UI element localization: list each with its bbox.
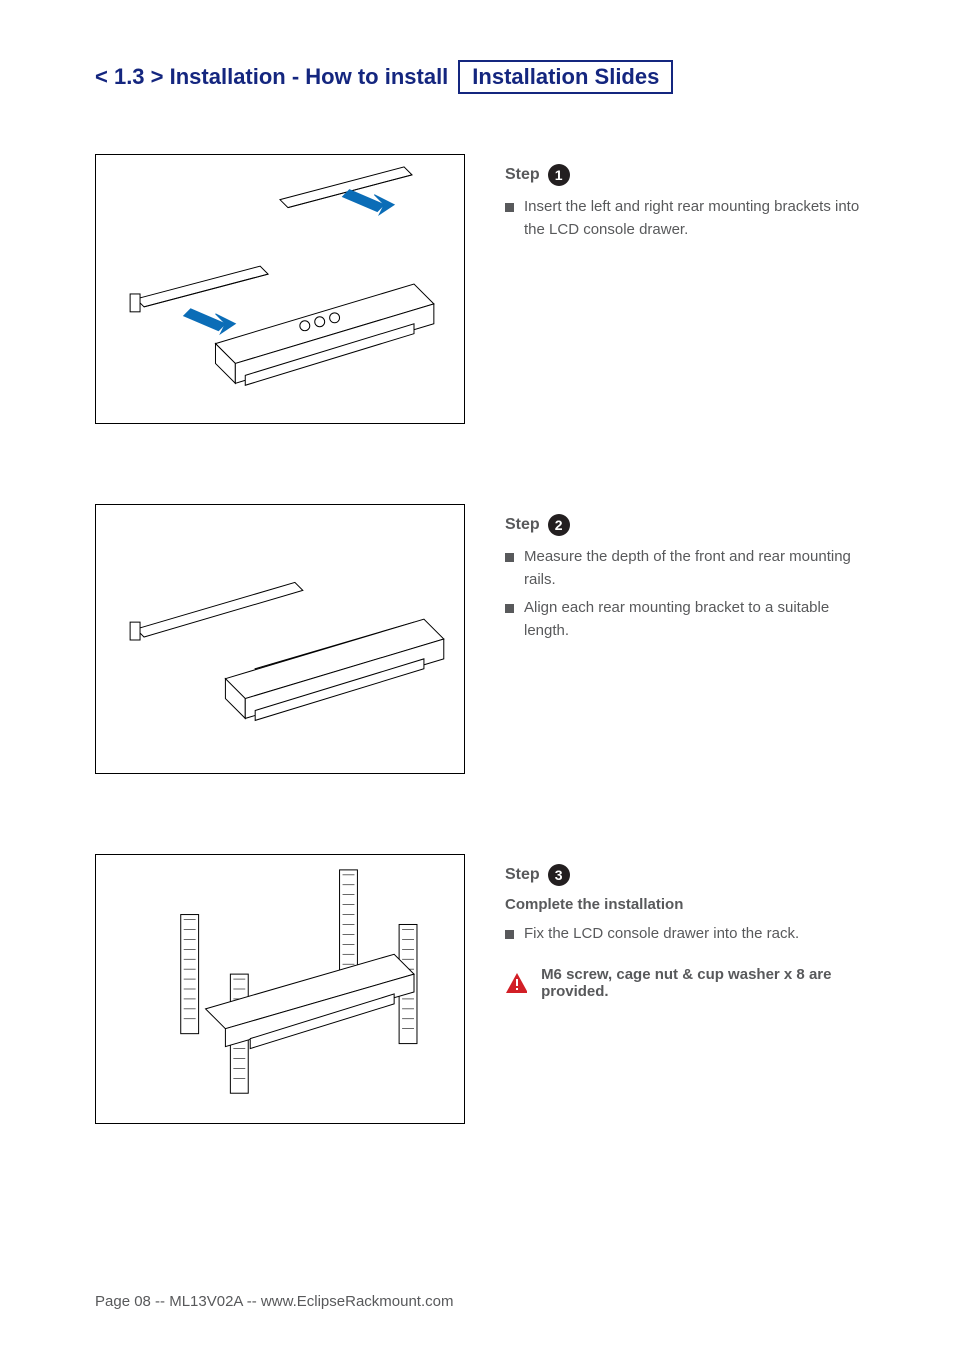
step-label: Step	[505, 166, 540, 184]
warning-icon	[505, 972, 527, 994]
step-3-figure	[95, 854, 465, 1124]
step-2-row: Step 2 Measure the depth of the front an…	[95, 504, 874, 774]
page-footer: Page 08 -- ML13V02A -- www.EclipseRackmo…	[95, 1293, 453, 1310]
list-item: Fix the LCD console drawer into the rack…	[505, 923, 874, 946]
step-badge-3: 3	[548, 864, 570, 886]
step-badge-1: 1	[548, 164, 570, 186]
bullet-text: Align each rear mounting bracket to a su…	[524, 597, 874, 642]
bullet-text: Insert the left and right rear mounting …	[524, 196, 874, 241]
step-label: Step	[505, 516, 540, 534]
step-3-diagram	[96, 855, 464, 1123]
bullet-icon	[505, 203, 514, 212]
bullet-icon	[505, 930, 514, 939]
bullet-icon	[505, 553, 514, 562]
step-3-subheading: Complete the installation	[505, 896, 874, 913]
heading-main: < 1.3 > Installation - How to install	[95, 64, 448, 90]
step-1-figure	[95, 154, 465, 424]
bullet-text: Measure the depth of the front and rear …	[524, 546, 874, 591]
step-2-diagram	[96, 505, 464, 773]
bullet-text: Fix the LCD console drawer into the rack…	[524, 923, 799, 946]
step-2-text: Step 2 Measure the depth of the front an…	[465, 504, 874, 648]
page-heading: < 1.3 > Installation - How to install In…	[95, 60, 874, 94]
step-1-row: Step 1 Insert the left and right rear mo…	[95, 154, 874, 424]
heading-boxed: Installation Slides	[458, 60, 673, 94]
step-label: Step	[505, 866, 540, 884]
warning-row: M6 screw, cage nut & cup washer x 8 are …	[505, 966, 874, 1000]
bullet-icon	[505, 604, 514, 613]
step-3-header: Step 3	[505, 864, 874, 886]
step-2-figure	[95, 504, 465, 774]
step-1-header: Step 1	[505, 164, 874, 186]
step-3-row: Step 3 Complete the installation Fix the…	[95, 854, 874, 1124]
step-1-bullets: Insert the left and right rear mounting …	[505, 196, 874, 241]
list-item: Insert the left and right rear mounting …	[505, 196, 874, 241]
step-2-bullets: Measure the depth of the front and rear …	[505, 546, 874, 642]
page: < 1.3 > Installation - How to install In…	[0, 0, 954, 1350]
step-1-text: Step 1 Insert the left and right rear mo…	[465, 154, 874, 247]
step-3-text: Step 3 Complete the installation Fix the…	[465, 854, 874, 1000]
list-item: Measure the depth of the front and rear …	[505, 546, 874, 591]
step-3-bullets: Fix the LCD console drawer into the rack…	[505, 923, 874, 946]
step-2-header: Step 2	[505, 514, 874, 536]
warning-text: M6 screw, cage nut & cup washer x 8 are …	[541, 966, 874, 1000]
step-1-diagram	[96, 155, 464, 423]
list-item: Align each rear mounting bracket to a su…	[505, 597, 874, 642]
step-badge-2: 2	[548, 514, 570, 536]
